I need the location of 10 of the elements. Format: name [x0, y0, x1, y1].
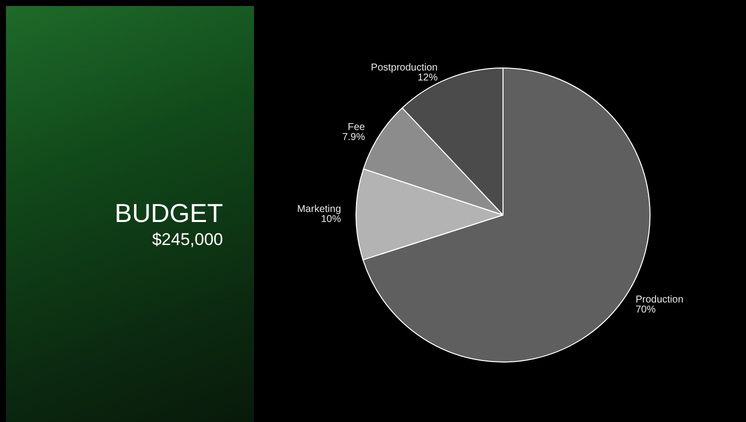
text: BUDGET: [114, 198, 224, 228]
data-label: 70%: [636, 304, 656, 316]
text: $245,000: [152, 230, 223, 249]
data-label: 12%: [418, 72, 438, 84]
slice-label: Fee: [348, 122, 366, 134]
slice-label: Production: [636, 294, 684, 306]
slice-label: Postproduction: [370, 62, 438, 74]
data-label: 7.9%: [342, 132, 366, 144]
slice-label: Marketing: [297, 204, 341, 215]
data-label: 10%: [320, 214, 342, 225]
